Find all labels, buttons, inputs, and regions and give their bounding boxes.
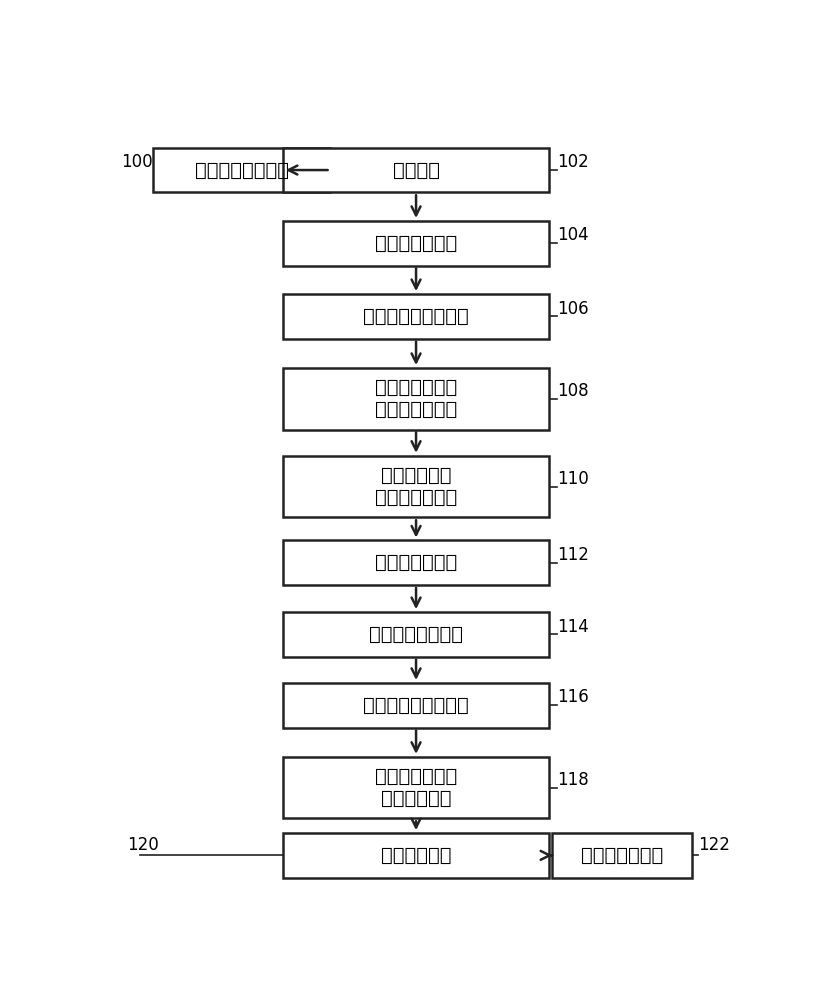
FancyBboxPatch shape	[552, 833, 692, 878]
Text: 在光线与多样体
交叉的点采样: 在光线与多样体 交叉的点采样	[375, 767, 457, 808]
Text: 多个光线路径的决定: 多个光线路径的决定	[363, 696, 469, 715]
Text: 缺失部分的内插: 缺失部分的内插	[375, 553, 457, 572]
FancyBboxPatch shape	[283, 221, 549, 266]
Text: 112: 112	[557, 546, 589, 564]
Text: 100: 100	[121, 153, 153, 171]
Text: 将沿着数据采样
路径的数据采样: 将沿着数据采样 路径的数据采样	[375, 378, 457, 419]
FancyBboxPatch shape	[283, 148, 549, 192]
Text: 118: 118	[557, 771, 589, 789]
FancyBboxPatch shape	[283, 294, 549, 339]
FancyBboxPatch shape	[283, 368, 549, 430]
FancyBboxPatch shape	[283, 612, 549, 657]
Text: 接收医用摄像数据: 接收医用摄像数据	[195, 161, 289, 180]
Text: 中间点的决定
（多样体推测）: 中间点的决定 （多样体推测）	[375, 466, 457, 507]
Text: 三维多样体的决定: 三维多样体的决定	[369, 625, 463, 644]
Text: 114: 114	[557, 618, 589, 636]
Text: 110: 110	[557, 470, 589, 488]
Text: 多个平面的决定: 多个平面的决定	[375, 234, 457, 253]
FancyBboxPatch shape	[283, 456, 549, 517]
Text: 轴的决定: 轴的决定	[393, 161, 439, 180]
Text: 108: 108	[557, 382, 589, 400]
FancyBboxPatch shape	[283, 833, 549, 878]
Text: 像素值的决定: 像素值的决定	[381, 846, 452, 865]
Text: 二维图像的输出: 二维图像的输出	[581, 846, 663, 865]
FancyBboxPatch shape	[283, 540, 549, 585]
Text: 102: 102	[557, 153, 589, 171]
Text: 120: 120	[128, 836, 160, 854]
FancyBboxPatch shape	[283, 683, 549, 728]
FancyBboxPatch shape	[283, 757, 549, 818]
FancyBboxPatch shape	[153, 148, 330, 192]
Text: 106: 106	[557, 300, 589, 318]
Text: 数据采样路径的决定: 数据采样路径的决定	[363, 307, 469, 326]
Text: 122: 122	[699, 836, 730, 854]
Text: 116: 116	[557, 688, 589, 706]
Text: 104: 104	[557, 227, 589, 244]
